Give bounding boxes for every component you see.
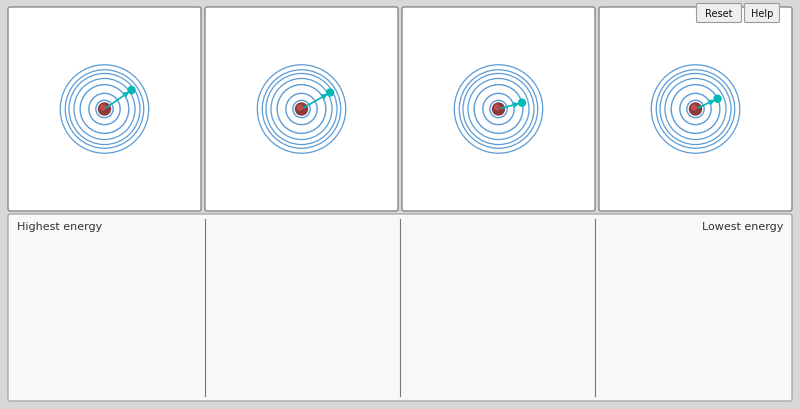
Text: Highest energy: Highest energy [17, 221, 102, 231]
FancyBboxPatch shape [745, 4, 779, 23]
Circle shape [493, 104, 505, 116]
Circle shape [101, 106, 106, 111]
FancyBboxPatch shape [599, 8, 792, 211]
Circle shape [326, 90, 334, 97]
Circle shape [128, 88, 135, 94]
Circle shape [98, 104, 110, 116]
Circle shape [494, 106, 499, 111]
Circle shape [691, 106, 697, 111]
FancyBboxPatch shape [8, 214, 792, 401]
FancyBboxPatch shape [205, 8, 398, 211]
Circle shape [690, 104, 702, 116]
Circle shape [298, 106, 302, 111]
FancyBboxPatch shape [697, 4, 742, 23]
FancyBboxPatch shape [8, 8, 201, 211]
FancyBboxPatch shape [402, 8, 595, 211]
Text: Lowest energy: Lowest energy [702, 221, 783, 231]
Circle shape [518, 100, 526, 107]
Text: Reset: Reset [706, 9, 733, 19]
Text: Help: Help [751, 9, 773, 19]
Circle shape [295, 104, 307, 116]
Circle shape [714, 96, 721, 103]
